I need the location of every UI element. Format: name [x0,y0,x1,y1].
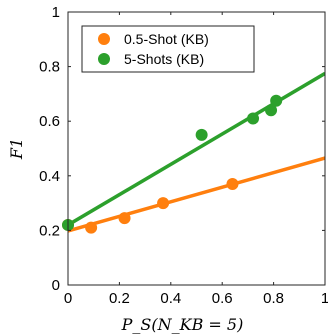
x-tick-label: 0.2 [109,290,130,307]
x-tick-label: 0.8 [263,290,284,307]
y-tick-label: 1 [52,4,60,21]
data-point-series-1-4 [270,94,283,107]
axes: 0 0.2 0.4 0.6 0.8 1 0 0.2 0.4 0.6 0.8 1 P_S(N_KB = 5… [7,4,328,334]
plot-area [62,71,325,234]
y-tick-label: 0.8 [39,59,60,76]
x-tick-label: 0.6 [212,290,233,307]
y-tick-label: 0.4 [39,168,60,185]
y-tick-label: 0.6 [39,113,60,130]
data-point-series-1-1 [195,128,208,141]
data-point-series-1-3 [265,104,278,117]
data-point-series-0-3 [157,197,170,210]
legend-label-0: 0.5-Shot (KB) [124,31,209,47]
legend-marker-1 [98,53,110,65]
y-tick-label: 0.2 [39,222,60,239]
y-tick-label: 0 [52,277,60,294]
legend-box [81,25,255,73]
fit-line-series-0 [68,156,325,233]
fit-line-series-1 [68,71,325,227]
data-point-series-1-2 [247,112,260,125]
data-point-series-0-2 [118,212,131,225]
x-tick-label: 0.4 [160,290,181,307]
data-point-series-0-1 [85,221,98,234]
x-tick-label: 1 [321,290,328,307]
legend: 0.5-Shot (KB) 5-Shots (KB) [81,25,255,73]
x-axis-label: P_S(N_KB = 5) [121,315,244,334]
y-axis-label: F1 [7,138,26,160]
legend-label-1: 5-Shots (KB) [124,51,204,67]
x-tick-label: 0 [64,290,72,307]
data-point-series-0-4 [226,177,239,190]
legend-marker-0 [98,33,110,45]
axes-frame [67,11,326,286]
